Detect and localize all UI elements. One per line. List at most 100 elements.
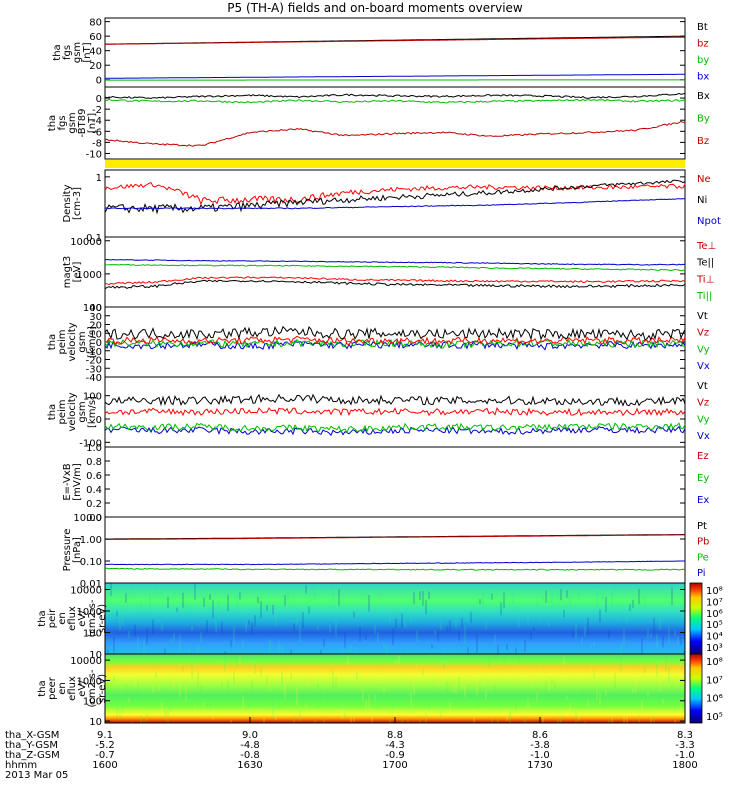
series-Ti||-line	[104, 263, 686, 272]
colorbar-tick-label: 10⁸	[706, 586, 723, 597]
y-tick-label: 1000	[77, 676, 102, 687]
y-axis-label-line: [eV]	[72, 262, 83, 283]
x-tick-value: 1600	[92, 760, 117, 771]
y-tick-label: 0	[96, 76, 102, 87]
y-tick-label: 0.4	[86, 485, 102, 496]
series-Ti⊥-line	[104, 258, 686, 266]
panel-peer-energy-flux: 10⁸ 10⁷ 10⁶ 10⁵ 10 100 1000 10000 tha peer en eflux…	[37, 653, 723, 728]
legend-label-Vt: Vt	[697, 311, 708, 322]
y-axis-label: magt3 [eV]	[62, 256, 83, 289]
y-axis-label-line: [km/s]	[87, 396, 98, 428]
y-tick-label: 0.0	[86, 513, 102, 524]
y-axis-label-line: sr-eV)	[97, 674, 108, 703]
colorbar-tick-label: 10⁸	[706, 657, 723, 668]
legend-label-By: By	[697, 114, 710, 125]
y-axis-label-line: tha	[47, 404, 58, 420]
y-tick-label: 10	[89, 329, 102, 340]
y-axis-label-line: fgs	[62, 45, 73, 60]
y-tick-label: 100	[83, 303, 102, 314]
x-row-label: hhmm	[5, 760, 37, 771]
colorbar-peer-energy-flux	[689, 653, 703, 724]
y-tick-label: -20	[86, 356, 102, 367]
colorbar-peir-energy-flux	[689, 582, 703, 655]
y-axis-label-line: sr-eV)	[97, 604, 108, 633]
legend-label-Pt: Pt	[697, 521, 707, 532]
y-axis-label-line: tha	[37, 680, 48, 696]
y-axis-label-line: [nT]	[87, 113, 98, 133]
y-axis-label-line: velocity	[67, 322, 78, 361]
y-tick-label: 1	[96, 173, 102, 184]
legend-label-Bt: Bt	[697, 22, 708, 33]
y-axis-label: Pressure [nPa]	[62, 529, 83, 572]
y-axis-label: Density [cm-3]	[62, 184, 83, 222]
legend-label-Ni: Ni	[697, 195, 707, 206]
y-axis-label-line: en	[57, 612, 68, 625]
y-tick-label: 30	[89, 312, 102, 323]
y-tick-label: 1000	[77, 270, 102, 281]
y-axis-label-line: peim	[57, 329, 68, 354]
x-tick-value: -5.2	[95, 740, 115, 751]
y-tick-label: 60	[89, 32, 102, 43]
y-axis-label-line: [nPa]	[72, 537, 83, 563]
legend-label-Bx: Bx	[697, 91, 710, 102]
colorbar-tick-label: 10⁵	[706, 620, 723, 631]
y-axis-label-line: tha	[47, 334, 58, 350]
y-axis-label-line: eflux	[67, 676, 78, 701]
y-tick-label: 20	[89, 321, 102, 332]
panel-frame	[104, 306, 686, 378]
series-Pb-line	[105, 534, 685, 540]
y-axis-label: E=-VxB [mV/m]	[62, 463, 83, 501]
y-axis-label-line: gsm	[77, 401, 88, 422]
y-axis-label-line: Density	[62, 184, 73, 222]
y-tick-label: 10000	[70, 585, 102, 596]
x-tick-value: 9.0	[242, 730, 258, 741]
y-tick-label: -10	[86, 149, 102, 160]
y-tick-label: 0.6	[86, 471, 102, 482]
y-tick-label: -30	[86, 364, 102, 375]
y-axis-label-line: magt3	[62, 256, 73, 289]
y-tick-label: 40	[89, 47, 102, 58]
legend-label-Vz: Vz	[697, 328, 709, 339]
x-tick-value: 1800	[672, 760, 697, 771]
y-axis-label-line: [nT]	[82, 42, 93, 62]
legend-label-by: by	[697, 55, 709, 66]
y-axis-label: tha peim velocity gsm [km/s]	[47, 322, 98, 361]
x-tick-value: 8.8	[387, 730, 403, 741]
y-tick-label: -100	[79, 438, 102, 449]
series-Te⊥-line	[105, 276, 686, 286]
y-tick-label: -10	[86, 347, 102, 358]
y-axis-label-line: peir	[47, 608, 58, 628]
x-row-label: tha_Z-GSM	[5, 750, 60, 761]
legend-label-Pi: Pi	[697, 568, 706, 579]
series-Vy-line	[104, 338, 685, 349]
y-axis-label-line: eflux	[67, 606, 78, 631]
chart-title: P5 (TH-A) fields and on-board moments ov…	[227, 1, 523, 15]
series-Te||-line	[104, 279, 686, 290]
y-axis-label-line: Pressure	[62, 529, 73, 572]
series-Vz-line	[104, 406, 686, 417]
y-tick-label: 100	[83, 697, 102, 708]
x-tick-value: 8.6	[532, 730, 548, 741]
legend-label-Ez: Ez	[697, 451, 709, 462]
y-tick-label: 1000	[77, 607, 102, 618]
legend-label-Ey: Ey	[697, 473, 709, 484]
series-Vt-line	[104, 393, 686, 407]
y-axis-label-line: gsm	[67, 112, 78, 133]
series-Ni-line	[104, 179, 686, 215]
series-Vx-line	[104, 425, 686, 437]
y-axis-label-line: (cm2-s-	[87, 669, 98, 707]
legend-label-Vy: Vy	[697, 344, 710, 355]
panel-fgs-gsm-detrended: -10-8-6-4-20 tha fgs gsm -BT89 [nT] Bx By Bz	[47, 86, 710, 160]
y-tick-label: 0	[96, 94, 102, 105]
panel-frame	[104, 376, 686, 448]
legend-label-Te||: Te||	[696, 258, 714, 269]
y-tick-label: 0.1	[86, 233, 102, 244]
y-tick-label: 0.8	[86, 457, 102, 468]
x-tick-value: -3.8	[530, 740, 550, 751]
y-tick-label: 10000	[70, 656, 102, 667]
y-axis-label-line: tha	[52, 44, 63, 60]
y-axis-label-line: (cm2-s-	[87, 599, 98, 637]
